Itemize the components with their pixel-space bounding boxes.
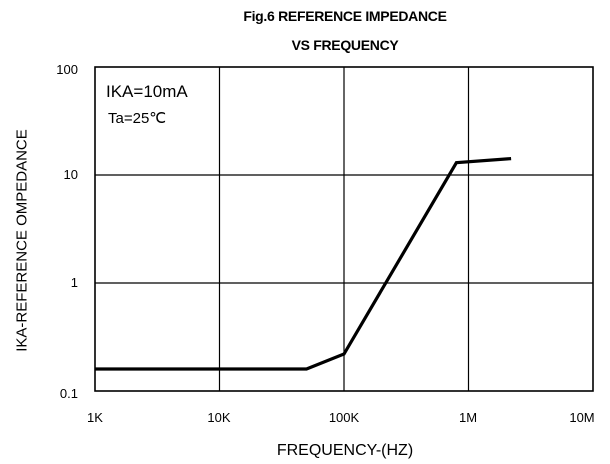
x-axis-label: FREQUENCY-(HZ) xyxy=(276,442,414,459)
y-tick-label: 0.1 xyxy=(59,386,78,401)
x-tick-label: 1K xyxy=(87,410,103,425)
x-tick-label: 1M xyxy=(458,410,478,425)
annotation-temperature: Ta=25℃ xyxy=(108,110,167,127)
y-tick-label: 1 xyxy=(70,275,78,290)
y-tick-label: 10 xyxy=(63,167,78,182)
y-tick-label: 100 xyxy=(56,62,78,77)
chart-title: Fig.6 REFERENCE IMPEDANCE xyxy=(243,8,447,24)
chart-subtitle: VS FREQUENCY xyxy=(291,37,399,53)
annotation-current: IKA=10mA xyxy=(106,82,188,101)
x-tick-label: 100K xyxy=(328,410,360,425)
y-axis-label: IKA-REFERENCE OMPEDANCE xyxy=(13,129,31,352)
series-line xyxy=(95,157,512,371)
x-tick-label: 10K xyxy=(207,410,231,425)
x-tick-label: 10M xyxy=(569,410,595,425)
